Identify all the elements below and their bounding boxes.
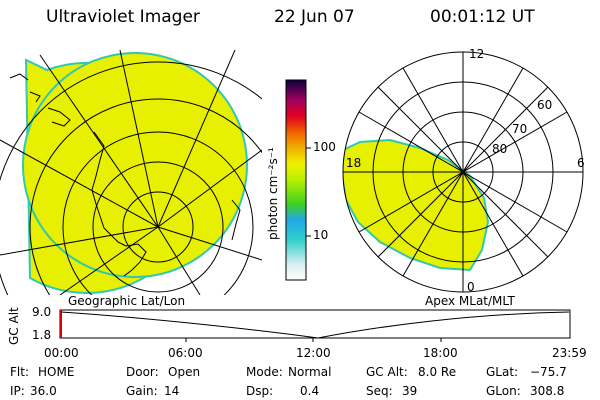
door-value: Open [168,365,201,379]
altitude-x-ticks [185,338,442,342]
glon-value: 308.8 [530,384,565,398]
altitude-plot-frame [59,309,571,339]
seq-label: Seq: [366,384,393,398]
gain-label: Gain: [126,384,158,398]
altitude-ylabel: GC Alt [7,307,21,345]
colorbar [285,79,307,281]
mlt-label-12: 12 [469,47,485,61]
flt-value: HOME [38,365,75,379]
glat-label: GLat: [486,365,519,379]
altitude-plot [59,309,571,342]
polar-mlt-lines [343,52,583,292]
ip-value: 36.0 [30,384,57,398]
dsp-value: 0.4 [300,384,320,398]
mode-value: Normal [288,365,332,379]
seq-value: 39 [402,384,418,398]
geo-longitude-lines [0,50,262,295]
altitude-xtick-2359: 23:59 [552,346,587,360]
altitude-ytick-9: 9.0 [32,305,52,319]
altitude-xtick-0000: 00:00 [44,346,79,360]
altitude-xtick-0600: 06:00 [168,346,203,360]
flt-label: Flt: [10,365,29,379]
gain-value: 14 [164,384,180,398]
mlt-label-0: 0 [467,280,475,294]
door-label: Door: [126,365,159,379]
mlat-label-60: 60 [537,98,553,112]
polar-image-region [343,138,490,272]
geo-latitude-circles [0,61,262,295]
mlat-label-80: 80 [492,142,508,156]
geo-panel-label: Geographic Lat/Lon [68,294,186,308]
geo-coastlines [9,73,241,277]
glat-value: −75.7 [530,365,567,379]
ip-label: IP: [10,384,25,398]
gcalt-label: GC Alt: [366,365,408,379]
geographic-panel [0,50,262,295]
mlt-label-6: 6 [577,156,585,170]
polar-panel-label: Apex MLat/MLT [425,294,515,308]
date-label: 22 Jun 07 [274,7,355,27]
mode-label: Mode: [246,365,283,379]
altitude-curve [60,311,570,339]
glon-label: GLon: [486,384,521,398]
mlt-label-18: 18 [346,156,362,170]
gcalt-value: 8.0 Re [418,365,457,379]
altitude-xtick-1200: 12:00 [296,346,331,360]
time-label: 00:01:12 UT [430,7,535,27]
colorbar-unit-label: photon cm⁻²s⁻¹ [266,147,280,240]
instrument-title: Ultraviolet Imager [46,7,200,27]
altitude-xtick-1800: 18:00 [423,346,458,360]
altitude-ytick-1.8: 1.8 [32,328,52,342]
colorbar-ticks [306,147,311,237]
dsp-label: Dsp: [246,384,274,398]
colorbar-tick-10: 10 [313,228,329,242]
mlat-label-70: 70 [512,122,528,136]
geo-disc-main [22,52,248,278]
colorbar-tick-100: 100 [313,140,336,154]
polar-panel [342,51,584,293]
